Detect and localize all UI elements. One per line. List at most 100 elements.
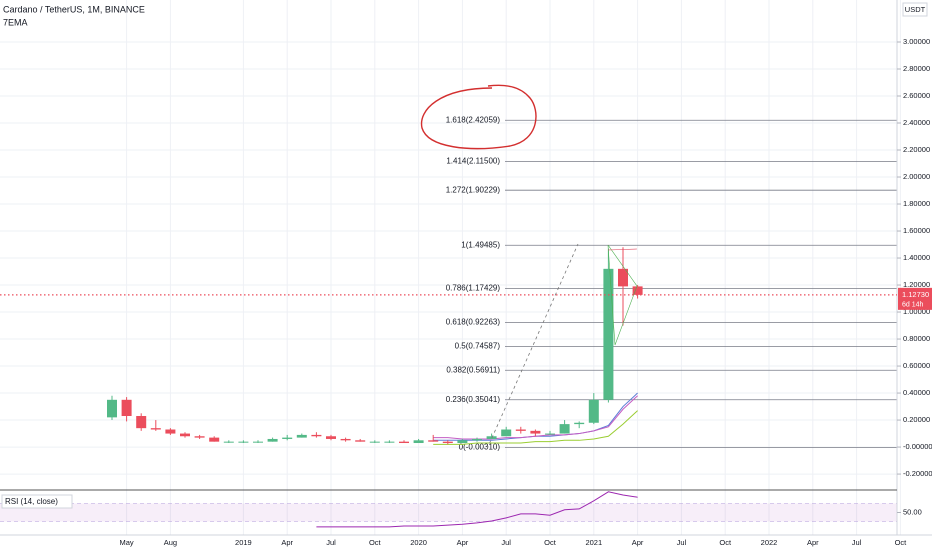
rsi-title-box bbox=[1, 494, 73, 509]
candle-body bbox=[588, 399, 599, 423]
candle-body bbox=[326, 436, 336, 439]
y-tick-label: 1.60000 bbox=[903, 226, 930, 235]
candle-body bbox=[165, 429, 176, 434]
y-tick-label: 2.80000 bbox=[903, 64, 930, 73]
fib-label: 0.236(0.35041) bbox=[446, 395, 501, 404]
y-tick-label: 1.80000 bbox=[903, 199, 930, 208]
candle-body bbox=[574, 422, 585, 425]
fib-label: 0.5(0.74587) bbox=[455, 341, 501, 350]
candle-body bbox=[194, 436, 205, 438]
candle-body bbox=[355, 440, 366, 442]
fib-label: 1(1.49485) bbox=[461, 240, 500, 249]
y-tick-label: -0.00000 bbox=[903, 442, 932, 451]
candle-body bbox=[472, 438, 482, 441]
y-tick-label: 1.00000 bbox=[903, 307, 930, 316]
last-price-label: 1.12730 bbox=[902, 290, 929, 299]
x-tick-label: Jul bbox=[501, 538, 511, 547]
candle-body bbox=[121, 399, 132, 417]
candle-body bbox=[253, 441, 263, 443]
fib-label: 0.786(1.17429) bbox=[446, 284, 501, 293]
candle-body bbox=[632, 286, 643, 295]
candle-body bbox=[311, 434, 322, 437]
plot: 1.618(2.42059) 1.414(2.11500) 1.272(1.9022… bbox=[107, 115, 897, 528]
candle-body bbox=[603, 268, 614, 400]
y-tick-label: 0.40000 bbox=[903, 388, 930, 397]
fib-label: 0.618(0.92263) bbox=[446, 318, 501, 327]
chart-title: Cardano / TetherUS, 1M, BINANCE bbox=[3, 4, 145, 14]
x-tick-label: Apr bbox=[632, 538, 644, 547]
candle-body bbox=[384, 441, 395, 443]
candle-body bbox=[428, 440, 439, 442]
y-tick-label: 0.80000 bbox=[903, 334, 930, 343]
y-tick-label: 2.00000 bbox=[903, 172, 930, 181]
y-tick-label: -0.20000 bbox=[903, 469, 932, 478]
x-tick-label: Jul bbox=[677, 538, 687, 547]
candle-body bbox=[238, 441, 249, 443]
x-tick-label: 2022 bbox=[761, 538, 778, 547]
x-tick-label: Jul bbox=[852, 538, 862, 547]
x-tick-label: Jul bbox=[326, 538, 336, 547]
fib-label: 1.414(2.11500) bbox=[446, 157, 500, 166]
x-tick-label: Oct bbox=[719, 538, 732, 547]
candle-body bbox=[486, 436, 497, 439]
rsi-title: RSI (14, close) bbox=[5, 497, 58, 506]
candle-body bbox=[267, 438, 278, 442]
candle-body bbox=[369, 441, 380, 443]
annotation-circle bbox=[420, 84, 537, 150]
candle-body bbox=[296, 434, 307, 438]
y-tick-label: 0.60000 bbox=[903, 361, 930, 370]
y-tick-label: 2.60000 bbox=[903, 91, 930, 100]
x-tick-label: Apr bbox=[807, 538, 819, 547]
candle-body bbox=[150, 428, 161, 430]
range-drawing bbox=[607, 248, 638, 251]
x-tick-label: Oct bbox=[369, 538, 382, 547]
candle-body bbox=[559, 424, 570, 434]
x-tick-label: Oct bbox=[895, 538, 908, 547]
countdown-label: 6d 14h bbox=[902, 302, 924, 309]
rsi-band bbox=[0, 503, 897, 522]
candle-body bbox=[530, 430, 541, 434]
candle-body bbox=[136, 416, 147, 429]
x-tick-label: Apr bbox=[281, 538, 293, 547]
x-tick-label: 2019 bbox=[235, 538, 252, 547]
last-price-box bbox=[898, 287, 932, 310]
candle-body bbox=[399, 441, 409, 444]
fib-label: 0.382(0.56911) bbox=[446, 365, 500, 374]
y-tick-label: 3.00000 bbox=[903, 37, 930, 46]
grid bbox=[0, 0, 901, 535]
candle-body bbox=[209, 437, 220, 442]
x-tick-label: Apr bbox=[457, 538, 469, 547]
currency-badge bbox=[902, 2, 928, 17]
candle-body bbox=[618, 268, 628, 287]
currency-label: USDT bbox=[905, 5, 926, 14]
candle-body bbox=[457, 440, 468, 444]
y-tick-label: 2.20000 bbox=[903, 145, 930, 154]
fib-label: 1.272(1.90229) bbox=[446, 185, 501, 194]
x-tick-label: 2021 bbox=[585, 538, 602, 547]
y-tick-label: 1.20000 bbox=[903, 280, 930, 289]
candle-body bbox=[107, 399, 117, 418]
triangle-drawing bbox=[607, 244, 638, 346]
y-tick-label: 0.20000 bbox=[903, 415, 930, 424]
candle-body bbox=[545, 433, 555, 435]
moving-average bbox=[433, 410, 638, 445]
y-tick-label: 2.40000 bbox=[903, 118, 930, 127]
x-tick-label: May bbox=[120, 538, 134, 547]
rsi-line bbox=[316, 491, 638, 528]
x-tick-label: Aug bbox=[164, 538, 177, 547]
indicator-label: 7EMA bbox=[3, 17, 28, 27]
candle-body bbox=[282, 437, 293, 439]
trend-line bbox=[486, 243, 579, 450]
candle-body bbox=[515, 429, 526, 431]
candle-body bbox=[223, 441, 234, 443]
rsi-tick-label: 50.00 bbox=[903, 507, 922, 516]
candle-body bbox=[413, 440, 424, 444]
x-tick-label: Oct bbox=[544, 538, 557, 547]
candle-body bbox=[180, 433, 190, 437]
x-tick-label: 2020 bbox=[410, 538, 427, 547]
y-tick-label: 1.40000 bbox=[903, 253, 930, 262]
candle-body bbox=[501, 429, 512, 437]
